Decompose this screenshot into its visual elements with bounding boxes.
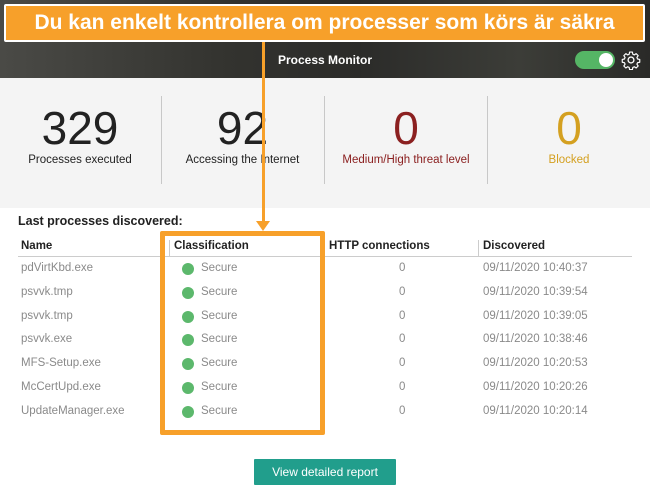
stat-value: 0 [556,102,582,154]
discovered-time: 09/11/2020 10:38:46 [483,333,588,346]
stat-label: Blocked [548,154,590,166]
classification-label: Secure [201,404,238,417]
process-name: UpdateManager.exe [21,404,125,417]
classification-label: Secure [201,309,238,322]
stat-threat-level: 0 Medium/High threat level [325,78,487,208]
column-header-classification[interactable]: Classification [174,240,249,252]
http-connections: 0 [399,357,406,370]
process-name: MFS-Setup.exe [21,357,101,370]
status-dot-icon [182,263,194,275]
stat-value: 0 [393,102,419,154]
table-body: pdVirtKbd.exe Secure 0 09/11/2020 10:40:37 p… [18,257,632,424]
divider [161,96,162,184]
http-connections: 0 [399,333,406,346]
http-connections: 0 [399,404,406,417]
section-title: Last processes discovered: [18,214,183,228]
discovered-time: 09/11/2020 10:20:14 [483,404,588,417]
discovered-time: 09/11/2020 10:40:37 [483,262,588,274]
stat-label: Accessing the Internet [185,154,300,166]
column-header-name[interactable]: Name [21,240,53,252]
classification-label: Secure [201,333,238,346]
callout-banner: Du kan enkelt kontrollera om processer s… [4,4,645,42]
process-name: pdVirtKbd.exe [21,262,94,274]
process-name: psvvk.exe [21,333,73,346]
stat-value: 329 [41,102,119,154]
classification-label: Secure [201,262,238,274]
table-row[interactable]: psvvk.tmp Secure 0 09/11/2020 10:39:54 [18,281,632,305]
stat-accessing-internet: 92 Accessing the Internet [162,78,323,208]
app-title: Process Monitor [277,53,373,67]
gear-icon[interactable] [621,50,641,70]
status-dot-icon [182,286,194,299]
view-report-button[interactable]: View detailed report [254,459,396,485]
http-connections: 0 [399,380,406,393]
discovered-time: 09/11/2020 10:20:26 [483,380,588,393]
column-header-http[interactable]: HTTP connections [329,240,430,252]
process-name: McCertUpd.exe [21,380,101,393]
status-dot-icon [182,358,194,371]
processes-table: Name Classification HTTP connections Dis… [18,236,632,424]
discovered-time: 09/11/2020 10:39:05 [483,309,588,322]
discovered-time: 09/11/2020 10:39:54 [483,285,588,298]
table-header: Name Classification HTTP connections Dis… [18,236,632,257]
http-connections: 0 [399,262,406,274]
table-row[interactable]: McCertUpd.exe Secure 0 09/11/2020 10:20:26 [18,376,632,400]
column-separator [169,240,170,257]
arrow-line [262,42,265,222]
classification-label: Secure [201,285,238,298]
http-connections: 0 [399,285,406,298]
highlight-box [160,231,325,435]
toggle-knob [599,53,613,67]
status-dot-icon [182,405,194,418]
stat-processes-executed: 329 Processes executed [0,78,160,208]
table-row[interactable]: UpdateManager.exe Secure 0 09/11/2020 10:20… [18,400,632,424]
process-name: psvvk.tmp [21,285,73,298]
table-row[interactable]: pdVirtKbd.exe Secure 0 09/11/2020 10:40:37 [18,257,632,281]
table-row[interactable]: MFS-Setup.exe Secure 0 09/11/2020 10:20:53 [18,352,632,376]
divider [324,96,325,184]
stat-label: Medium/High threat level [342,154,470,166]
status-dot-icon [182,334,194,347]
arrow-head [256,221,270,231]
stat-label: Processes executed [28,154,132,166]
discovered-time: 09/11/2020 10:20:53 [483,357,588,370]
process-name: psvvk.tmp [21,309,73,322]
stats-panel: 329 Processes executed 92 Accessing the … [0,78,650,208]
stat-blocked: 0 Blocked [488,78,650,208]
table-row[interactable]: psvvk.tmp Secure 0 09/11/2020 10:39:05 [18,305,632,329]
column-header-discovered[interactable]: Discovered [483,240,546,252]
monitor-toggle[interactable] [575,51,615,69]
column-separator [478,240,479,257]
stat-value: 92 [216,102,269,154]
status-dot-icon [182,381,194,394]
divider [487,96,488,184]
table-row[interactable]: psvvk.exe Secure 0 09/11/2020 10:38:46 [18,328,632,352]
classification-label: Secure [201,357,238,370]
http-connections: 0 [399,309,406,322]
classification-label: Secure [201,380,238,393]
status-dot-icon [182,310,194,323]
